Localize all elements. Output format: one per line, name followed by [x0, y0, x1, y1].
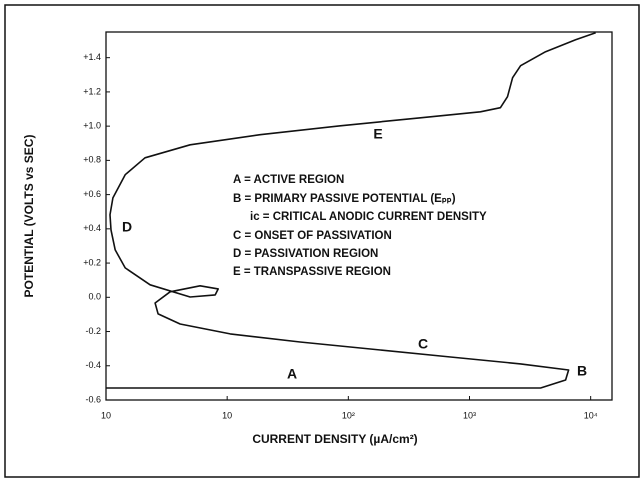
x-tick-label: 10⁴ [584, 410, 598, 420]
x-tick-label: 10² [342, 410, 355, 420]
x-tick-label: 10 [222, 410, 232, 420]
legend-note: D = PASSIVATION REGION [233, 248, 378, 260]
y-tick-label: +1.4 [83, 52, 101, 62]
legend-note: E = TRANSPASSIVE REGION [233, 266, 391, 278]
region-letter: E [373, 126, 382, 142]
y-tick-label: +0.2 [83, 257, 101, 267]
y-tick-label: +1.2 [83, 86, 101, 96]
y-tick-label: -0.2 [85, 326, 101, 336]
region-letter: D [122, 219, 132, 235]
legend-note: ic = CRITICAL ANODIC CURRENT DENSITY [250, 211, 487, 223]
x-tick-label: 10³ [463, 410, 476, 420]
outer-border [4, 4, 640, 478]
curve [106, 31, 596, 389]
region-letter: A [287, 366, 297, 382]
y-tick-label: +0.6 [83, 189, 101, 199]
y-tick-label: +0.8 [83, 155, 101, 165]
y-tick-label: -0.6 [85, 394, 101, 404]
x-axis-label: CURRENT DENSITY (µA/cm²) [252, 432, 417, 446]
y-tick-label: +1.0 [83, 121, 101, 131]
legend-note: A = ACTIVE REGION [233, 174, 344, 186]
x-tick-label: 10 [101, 410, 111, 420]
region-letter: C [418, 336, 428, 352]
y-tick-label: +0.4 [83, 223, 101, 233]
y-tick-label: 0.0 [88, 292, 101, 302]
region-letter: B [577, 363, 587, 379]
plot-frame [105, 31, 613, 401]
y-tick-label: -0.4 [85, 360, 101, 370]
y-axis-label: POTENTIAL (VOLTS vs SEC) [22, 135, 36, 298]
legend-note: B = PRIMARY PASSIVE POTENTIAL (Eₚₚ) [233, 193, 456, 205]
legend-note: C = ONSET OF PASSIVATION [233, 230, 392, 242]
